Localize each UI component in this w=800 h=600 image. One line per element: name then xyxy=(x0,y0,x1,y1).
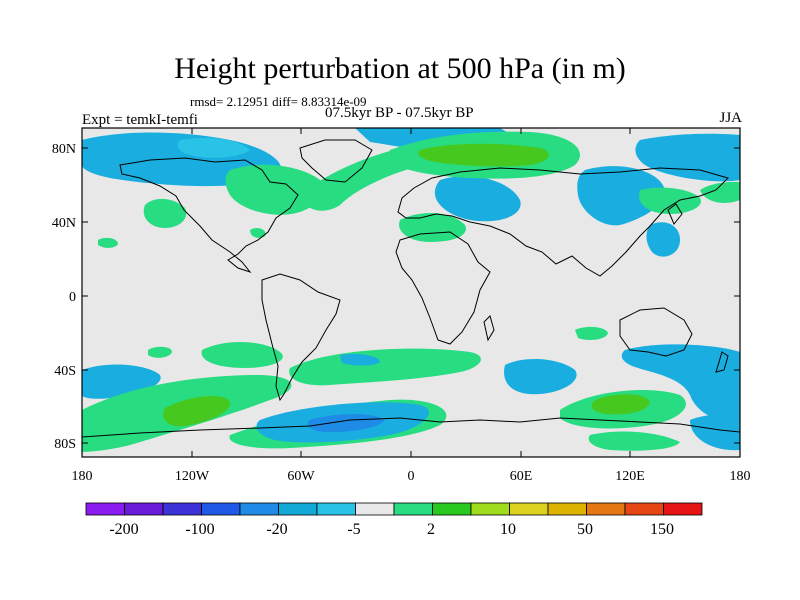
lon-tick-label: 180 xyxy=(730,469,751,484)
blue-region xyxy=(307,414,385,433)
bright-green-region xyxy=(162,396,231,427)
colorbar-swatch xyxy=(278,502,318,516)
green-region xyxy=(225,164,324,215)
green-region xyxy=(588,431,680,451)
experiment-label: Expt = temkI-temfi xyxy=(82,112,198,128)
cyan-region xyxy=(577,166,666,226)
green-region xyxy=(250,227,266,238)
colorbar-label: -20 xyxy=(266,521,287,538)
cyan-region xyxy=(504,358,577,395)
colorbar-swatch xyxy=(239,502,279,516)
colorbar-swatch xyxy=(393,502,433,516)
colorbar-swatch xyxy=(85,502,125,516)
colorbar-label: -5 xyxy=(347,521,360,538)
contour-regions xyxy=(82,128,740,452)
colorbar-swatch xyxy=(663,502,703,516)
lon-tick-label: 0 xyxy=(408,469,415,484)
season-label: JJA xyxy=(719,110,742,126)
lat-tick-label: 80S xyxy=(54,437,76,452)
colorbar-swatch xyxy=(201,502,241,516)
cyan-region xyxy=(690,413,740,451)
colorbar-labels: -200 -100 -20 -5 2 10 50 150 xyxy=(109,521,674,538)
green-region xyxy=(575,326,608,341)
period-label: 07.5kyr BP - 07.5kyr BP xyxy=(325,105,474,121)
colorbar-label: -100 xyxy=(185,521,214,538)
green-region xyxy=(98,237,118,248)
colorbar-swatch xyxy=(355,502,395,516)
cyan-region xyxy=(635,133,740,182)
colorbar-swatch xyxy=(624,502,664,516)
coastlines xyxy=(82,139,740,438)
lat-tick-label: 0 xyxy=(69,290,76,305)
coastline-north-america xyxy=(119,157,299,274)
cyan-region xyxy=(340,353,380,366)
map-panel xyxy=(82,128,740,457)
green-region xyxy=(148,346,172,358)
lon-tick-label: 60W xyxy=(287,469,315,484)
coastline-japan xyxy=(667,203,683,225)
cyan-region xyxy=(434,176,521,222)
colorbar-swatch xyxy=(316,502,356,516)
lat-tick-labels: 80N 40N 0 40S 80S xyxy=(52,142,76,452)
green-region xyxy=(143,198,187,228)
green-region xyxy=(700,181,740,203)
colorbar-swatch xyxy=(470,502,510,516)
lon-tick-label: 60E xyxy=(510,469,533,484)
bright-green-region xyxy=(418,143,549,167)
bright-green-region xyxy=(591,394,650,415)
coastline-australia xyxy=(619,307,693,357)
lon-tick-label: 120E xyxy=(615,469,645,484)
colorbar-swatch xyxy=(124,502,164,516)
coastline-greenland xyxy=(299,139,373,183)
light-blue-region xyxy=(177,138,250,158)
coastline-eurasia xyxy=(397,167,729,277)
coastline-south-america xyxy=(261,273,341,402)
lon-tick-label: 180 xyxy=(72,469,93,484)
lon-tick-marks xyxy=(81,128,741,457)
cyan-region xyxy=(646,222,680,257)
coastline-madagascar xyxy=(483,315,495,342)
coastline-new-zealand xyxy=(715,351,729,373)
lat-tick-label: 40N xyxy=(52,216,76,231)
coastline-antarctica xyxy=(82,417,740,438)
colorbar-swatch xyxy=(162,502,202,516)
colorbar-label: 10 xyxy=(500,521,516,538)
lat-tick-label: 40S xyxy=(54,364,76,379)
lon-tick-label: 120W xyxy=(175,469,210,484)
green-region xyxy=(201,341,283,368)
cyan-region xyxy=(621,344,740,421)
green-region xyxy=(289,348,481,386)
colorbar-label: -200 xyxy=(109,521,138,538)
colorbar-label: 150 xyxy=(650,521,674,538)
coastline-africa xyxy=(395,231,491,345)
stats-text: rmsd= 2.12951 diff= 8.83314e-09 xyxy=(190,94,367,109)
lon-tick-labels: 180 120W 60W 0 60E 120E 180 xyxy=(72,469,751,484)
colorbar-swatch xyxy=(547,502,587,516)
lat-tick-marks xyxy=(82,147,740,444)
lat-tick-label: 80N xyxy=(52,142,76,157)
colorbar-swatch xyxy=(586,502,626,516)
colorbar-swatch xyxy=(432,502,472,516)
green-region xyxy=(639,187,701,214)
colorbar-label: 2 xyxy=(427,521,435,538)
colorbar xyxy=(85,502,703,516)
colorbar-label: 50 xyxy=(577,521,593,538)
colorbar-swatch xyxy=(509,502,549,516)
map-title: Height perturbation at 500 hPa (in m) xyxy=(174,52,626,85)
